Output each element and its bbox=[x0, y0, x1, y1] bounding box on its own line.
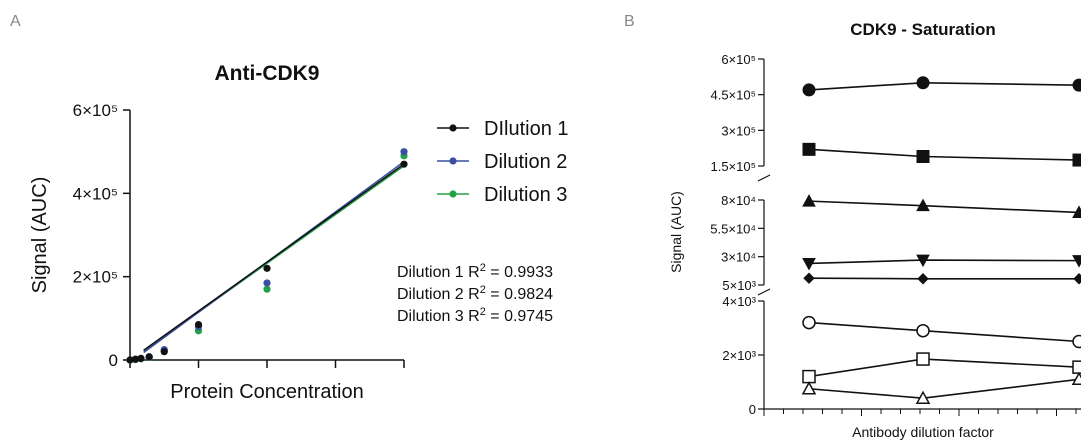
chart-a-y-tick-label: 2×10⁵ bbox=[73, 268, 118, 287]
series-line bbox=[808, 321, 1080, 343]
chart-b-y-axis-label: Signal (AUC) bbox=[668, 191, 684, 273]
panel-letter-a: A bbox=[10, 13, 21, 30]
data-point bbox=[194, 320, 203, 329]
marker-square-open bbox=[1072, 360, 1081, 374]
marker-triangle-up-filled bbox=[802, 194, 816, 207]
chart-a-y-tick-label: 0 bbox=[109, 351, 118, 370]
r-squared-annotation: Dilution 2 R2 = 0.9824 bbox=[397, 284, 553, 303]
chart-b-x-axis-label: Antibody dilution factor bbox=[852, 424, 994, 440]
marker-square-filled bbox=[1072, 153, 1081, 167]
marker-circle-open bbox=[1072, 334, 1081, 349]
r-squared-annotation: Dilution 3 R2 = 0.9745 bbox=[397, 306, 553, 325]
marker-triangle-down-filled bbox=[802, 257, 816, 271]
legend-label: DIlution 1 bbox=[484, 118, 569, 140]
axis-break-mark bbox=[757, 174, 771, 182]
chart-b-y-tick-label: 5×10³ bbox=[722, 278, 756, 293]
chart-b-y-tick-label: 6×10⁵ bbox=[721, 52, 756, 67]
marker-triangle-up-open bbox=[915, 390, 931, 404]
chart-b-y-tick-label: 3×10⁵ bbox=[721, 123, 756, 138]
marker-triangle-up-open bbox=[801, 381, 817, 395]
marker-triangle-down-filled bbox=[1072, 255, 1081, 268]
data-point bbox=[137, 354, 145, 362]
chart-b-y-tick-label: 8×10⁴ bbox=[721, 193, 756, 208]
marker-circle-filled bbox=[916, 76, 930, 90]
marker-circle-open bbox=[802, 315, 816, 330]
chart-a: Anti-CDK9 Protein Concentration Signal (… bbox=[29, 62, 569, 403]
chart-b-y-tick-label: 2×10³ bbox=[722, 348, 756, 363]
series-line bbox=[808, 259, 1080, 265]
chart-a-y-axis-label: Signal (AUC) bbox=[29, 177, 51, 294]
fit-line bbox=[143, 163, 405, 351]
series-line bbox=[808, 277, 1079, 280]
chart-b: CDK9 - Saturation Antibody dilution fact… bbox=[668, 20, 1081, 440]
data-point bbox=[131, 355, 140, 363]
chart-a-y-tick-label: 4×10⁵ bbox=[73, 184, 118, 203]
data-point bbox=[400, 148, 408, 156]
marker-triangle-up-filled bbox=[916, 198, 930, 212]
series-line bbox=[808, 200, 1080, 214]
marker-circle-open bbox=[916, 323, 930, 338]
series-line bbox=[808, 378, 1080, 400]
chart-b-y-tick-label: 1.5×10⁵ bbox=[710, 159, 756, 174]
marker-triangle-down-filled bbox=[916, 254, 930, 268]
legend-marker bbox=[449, 124, 457, 132]
series-line bbox=[808, 148, 1080, 161]
marker-triangle-up-filled bbox=[1072, 205, 1081, 218]
panel-letter-b: B bbox=[624, 13, 635, 30]
marker-triangle-up-open bbox=[1071, 371, 1081, 386]
chart-b-y-tick-label: 5.5×10⁴ bbox=[710, 221, 756, 236]
chart-b-y-tick-label: 0 bbox=[749, 402, 756, 417]
data-point bbox=[160, 348, 168, 356]
marker-circle-filled bbox=[1072, 78, 1081, 92]
chart-b-y-tick-label: 3×10⁴ bbox=[721, 250, 756, 265]
chart-a-y-tick-label: 6×10⁵ bbox=[73, 101, 118, 120]
data-point bbox=[263, 285, 271, 293]
data-point bbox=[263, 264, 271, 272]
legend-label: Dilution 2 bbox=[484, 151, 567, 173]
chart-a-title: Anti-CDK9 bbox=[215, 62, 320, 85]
legend-marker bbox=[449, 157, 457, 165]
marker-square-open bbox=[802, 369, 816, 384]
data-point bbox=[126, 356, 134, 364]
marker-diamond-filled bbox=[917, 273, 929, 285]
series-line bbox=[808, 358, 1080, 378]
r-squared-annotation: Dilution 1 R2 = 0.9933 bbox=[397, 262, 553, 281]
marker-diamond-filled bbox=[803, 272, 815, 284]
data-point bbox=[263, 279, 271, 287]
data-point bbox=[400, 160, 408, 168]
chart-b-y-tick-label: 4.5×10⁵ bbox=[710, 88, 756, 103]
chart-a-x-axis-label: Protein Concentration bbox=[170, 381, 363, 403]
marker-diamond-filled bbox=[1073, 273, 1081, 285]
axis-break-mark bbox=[757, 288, 771, 296]
marker-square-filled bbox=[916, 149, 930, 163]
legend-label: Dilution 3 bbox=[484, 184, 567, 206]
chart-b-y-tick-label: 4×10³ bbox=[722, 294, 756, 309]
series-line bbox=[808, 81, 1080, 91]
marker-circle-filled bbox=[802, 83, 816, 97]
chart-b-title: CDK9 - Saturation bbox=[850, 20, 995, 39]
legend-marker bbox=[449, 190, 457, 198]
marker-square-open bbox=[916, 352, 930, 366]
data-point bbox=[145, 353, 153, 361]
marker-square-filled bbox=[802, 142, 816, 156]
